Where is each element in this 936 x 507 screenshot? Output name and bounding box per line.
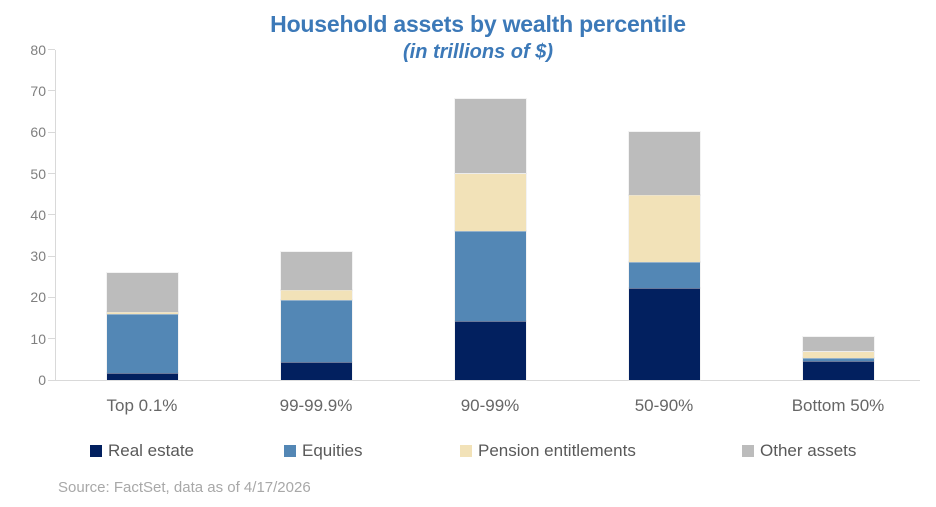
y-tick-label: 50 [30, 165, 46, 182]
y-tick-label: 80 [30, 41, 46, 58]
y-tick-label: 30 [30, 248, 46, 265]
bar-segment-equities [106, 314, 178, 373]
bar-segment-other-assets [106, 273, 178, 312]
legend-label: Other assets [760, 441, 857, 460]
legend-label: Pension entitlements [478, 441, 636, 460]
chart-subtitle: (in trillions of $) [403, 41, 553, 63]
y-axis-tick [48, 296, 55, 298]
bar-segment-equities [280, 299, 352, 363]
bar-segment-equities [802, 357, 874, 361]
bar-segment-other-assets [454, 99, 526, 174]
x-category-label: 99-99.9% [279, 396, 353, 415]
legend-swatch-other-assets [742, 445, 754, 457]
x-axis-line [55, 379, 920, 381]
x-category-label: 50-90% [634, 396, 694, 415]
legend-swatch-real-estate [90, 445, 102, 457]
legend-item-real-estate: Real estate [90, 441, 194, 460]
y-axis-tick [48, 49, 55, 51]
bar-segment-real-estate [106, 372, 178, 380]
y-tick-label: 0 [38, 372, 46, 388]
bar-segment-real-estate [280, 362, 352, 380]
y-tick-label: 20 [30, 289, 46, 306]
bar-segment-pension-entitlements [454, 173, 526, 232]
y-axis-tick [48, 379, 55, 381]
legend-label: Real estate [108, 441, 194, 460]
x-category-label: 90-99% [460, 396, 520, 415]
legend: Real estate Equities Pension entitlements O… [0, 441, 936, 461]
y-axis-tick [48, 173, 55, 174]
y-tick-label: 70 [30, 82, 46, 99]
bar-segment-pension-entitlements [802, 351, 874, 358]
y-axis-line [55, 49, 56, 381]
bar-segment-pension-entitlements [280, 289, 352, 300]
legend-swatch-pension-entitlements [460, 445, 472, 457]
y-tick-label: 40 [30, 206, 46, 223]
bar-segment-other-assets [280, 251, 352, 290]
y-tick-label: 60 [30, 124, 46, 141]
legend-item-pension-entitlements: Pension entitlements [460, 441, 636, 460]
bar-segment-other-assets [628, 132, 700, 195]
y-axis-tick [48, 338, 55, 340]
legend-item-other-assets: Other assets [742, 441, 857, 460]
y-axis-tick [48, 214, 55, 216]
bar-segment-real-estate [802, 360, 874, 380]
bar-segment-other-assets [802, 336, 874, 352]
y-tick-label: 10 [30, 330, 46, 347]
legend-label: Equities [302, 441, 363, 460]
source-note: Source: FactSet, data as of 4/17/2026 [58, 479, 311, 496]
x-category-label: Top 0.1% [106, 396, 178, 415]
legend-swatch-equities [284, 445, 296, 457]
y-axis-tick [48, 255, 55, 257]
y-axis-tick [48, 131, 55, 133]
bar-segment-pension-entitlements [106, 311, 178, 315]
y-axis-tick [48, 90, 55, 92]
chart-title: Household assets by wealth percentile [270, 11, 686, 37]
bar-segment-real-estate [454, 320, 526, 380]
bar-segment-pension-entitlements [628, 194, 700, 262]
bar-segment-equities [628, 261, 700, 289]
x-category-label: Bottom 50% [791, 396, 885, 415]
legend-item-equities: Equities [284, 441, 363, 460]
bar-segment-real-estate [628, 288, 700, 380]
bar-segment-equities [454, 231, 526, 321]
